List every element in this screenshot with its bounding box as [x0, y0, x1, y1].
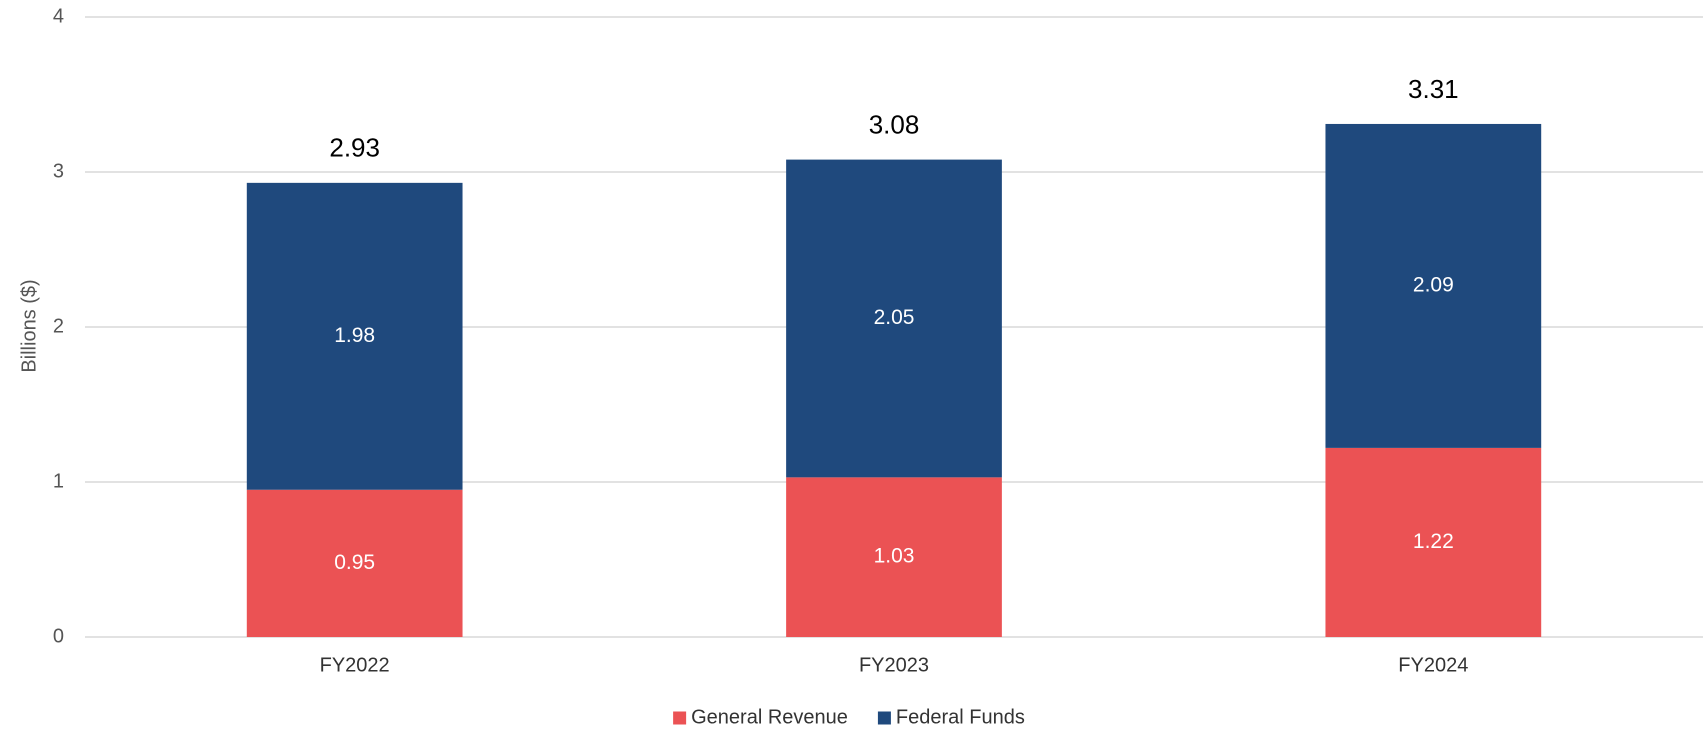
data-label: 0.95 [334, 551, 375, 574]
y-axis-label: Billions ($) [18, 279, 40, 372]
bar-segment [1325, 447, 1542, 637]
data-label: 2.05 [874, 306, 915, 329]
bar-segment [1325, 123, 1542, 448]
x-tick-label: FY2023 [859, 654, 929, 676]
bar-segment [786, 477, 1002, 637]
data-label: 2.09 [1413, 273, 1454, 296]
bar-segment [246, 489, 463, 637]
x-tick-label: FY2024 [1398, 654, 1468, 676]
total-label: 2.93 [329, 133, 380, 163]
bar-segment [786, 159, 1002, 478]
total-label: 3.08 [869, 109, 920, 139]
y-tick-label: 4 [53, 5, 64, 27]
legend-swatch [877, 711, 891, 725]
legend-label: General Revenue [691, 706, 848, 728]
y-tick-label: 2 [53, 315, 64, 337]
data-label: 1.22 [1413, 530, 1454, 553]
y-tick-label: 0 [53, 625, 64, 647]
bar-segment [246, 182, 463, 490]
data-label: 1.03 [874, 545, 915, 568]
total-label: 3.31 [1408, 74, 1459, 104]
x-tick-label: FY2022 [320, 654, 390, 676]
legend-label: Federal Funds [896, 706, 1025, 728]
data-label: 1.98 [334, 324, 375, 347]
legend-swatch [673, 711, 687, 725]
y-tick-label: 1 [53, 470, 64, 492]
y-tick-label: 3 [53, 160, 64, 182]
